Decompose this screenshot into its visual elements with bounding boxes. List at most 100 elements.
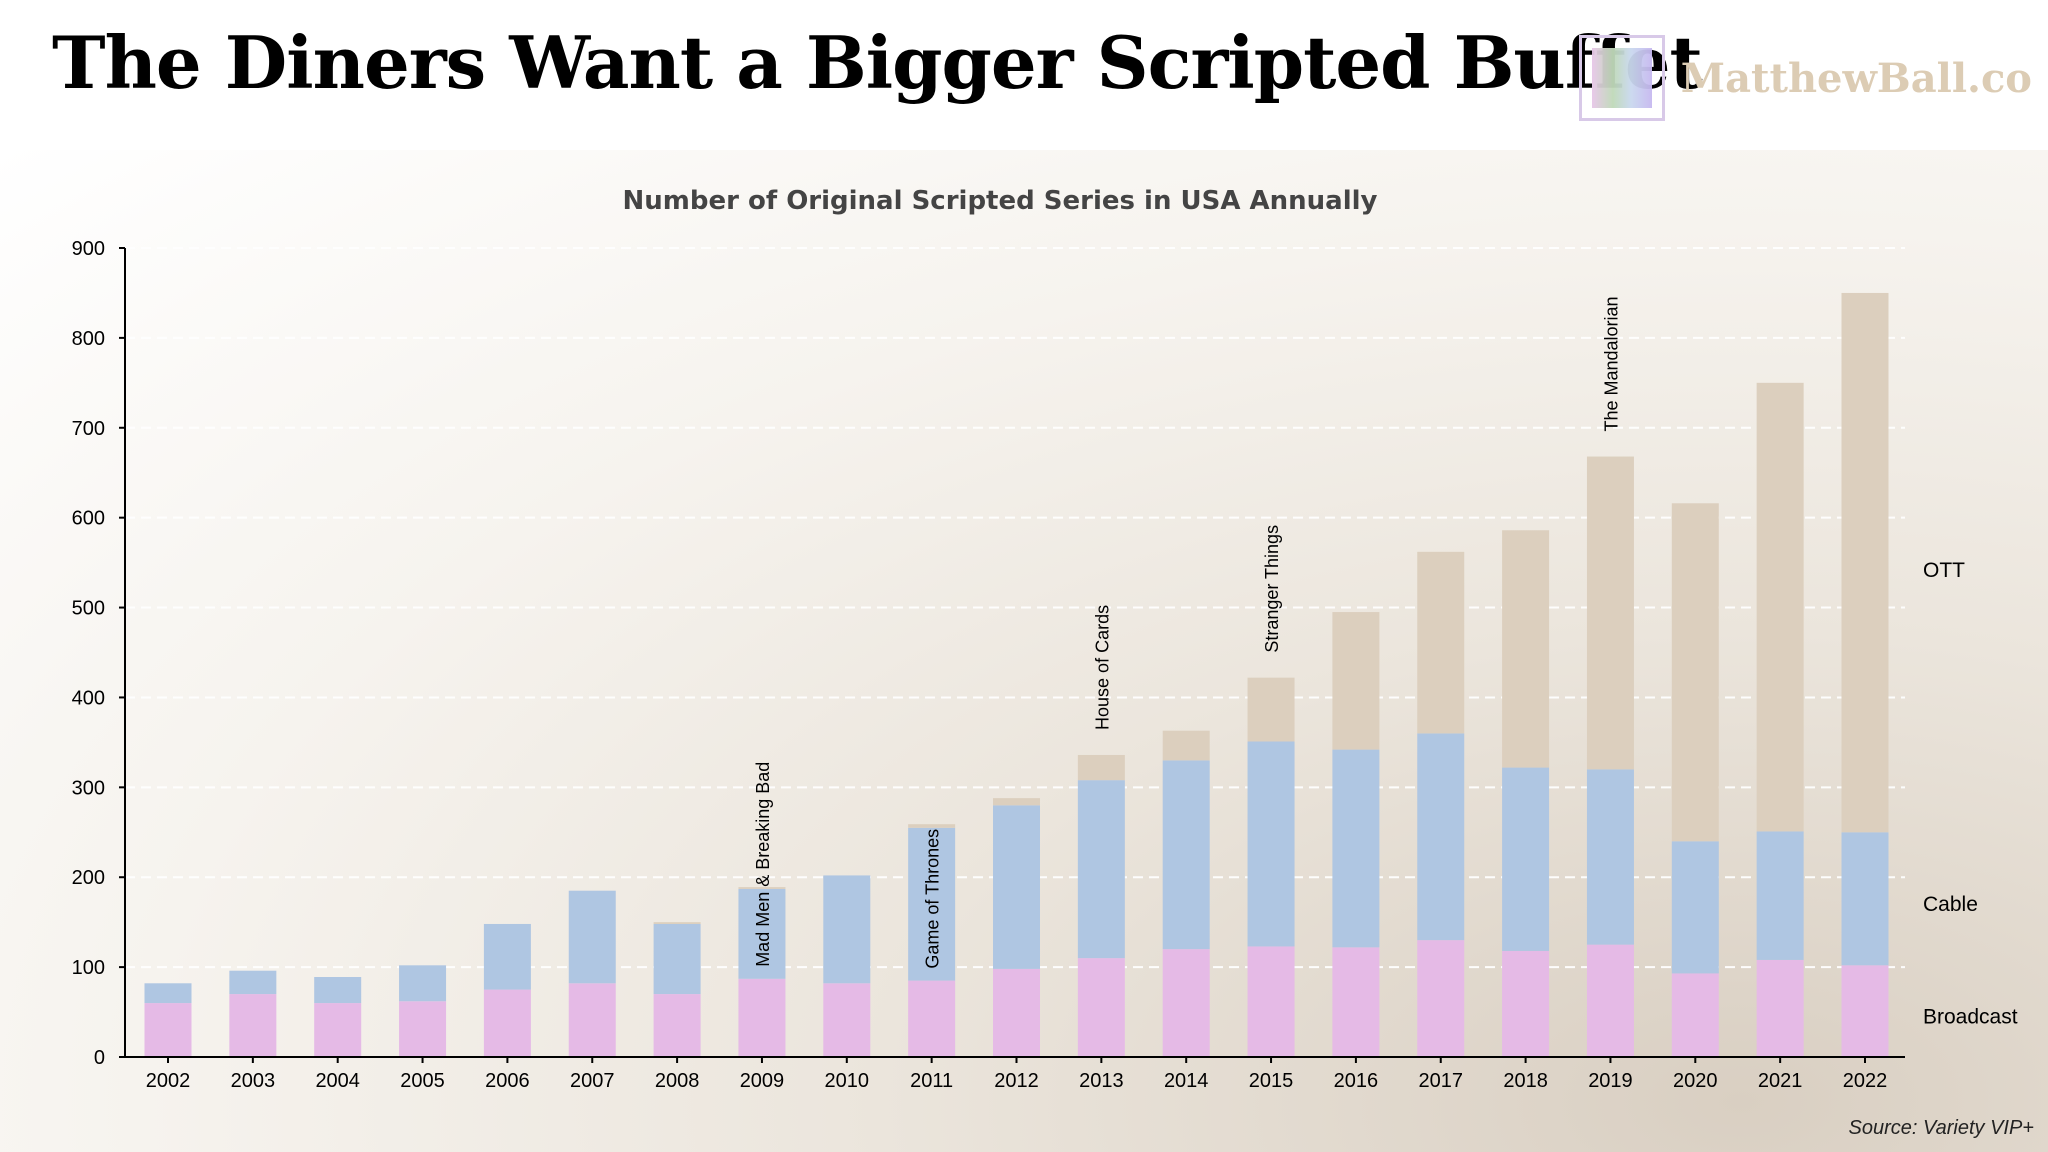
bar-ott-2009	[738, 887, 786, 889]
bar-ott-2012	[993, 798, 1040, 806]
annotation-label: House of Cards	[1092, 605, 1112, 730]
y-tick-label: 900	[72, 238, 105, 260]
bar-ott-2016	[1332, 612, 1380, 750]
x-tick-label: 2013	[1079, 1070, 1124, 1092]
y-tick-label: 500	[72, 598, 105, 620]
bar-cable-2017	[1417, 733, 1465, 941]
bar-broadcast-2010	[823, 983, 871, 1057]
x-tick-label: 2009	[740, 1070, 785, 1092]
bar-ott-2011	[908, 824, 956, 828]
x-tick-label: 2007	[570, 1070, 615, 1092]
x-tick-label: 2008	[655, 1070, 700, 1092]
bar-broadcast-2018	[1502, 950, 1550, 1057]
x-tick-label: 2022	[1843, 1070, 1888, 1092]
bar-broadcast-2014	[1162, 949, 1210, 1057]
x-tick-label: 2017	[1419, 1070, 1464, 1092]
bar-broadcast-2016	[1332, 947, 1380, 1057]
bar-ott-2022	[1841, 292, 1889, 833]
bar-cable-2003	[229, 970, 277, 995]
bar-ott-2008	[653, 922, 701, 924]
framed-gradient-square-logo-icon	[1578, 35, 1665, 121]
bar-broadcast-2017	[1417, 940, 1465, 1057]
bar-broadcast-2008	[653, 994, 701, 1057]
chart-title: Number of Original Scripted Series in US…	[622, 186, 1377, 216]
bar-ott-2014	[1162, 730, 1210, 761]
bar-cable-2021	[1756, 831, 1804, 960]
bar-broadcast-2002	[144, 1003, 192, 1057]
brand-name: MatthewBall.co	[1680, 54, 2032, 102]
bar-broadcast-2021	[1756, 959, 1804, 1057]
bar-cable-2004	[314, 976, 362, 1004]
bar-broadcast-2009	[738, 978, 786, 1057]
bar-cable-2011	[908, 827, 956, 981]
source-note: Source: Variety VIP+	[1848, 1117, 2034, 1139]
y-tick-label: 700	[72, 418, 105, 440]
legend-label-cable: Cable	[1923, 893, 1978, 916]
brand[interactable]: MatthewBall.co	[1578, 30, 2032, 126]
bar-cable-2015	[1247, 741, 1295, 947]
bar-cable-2010	[823, 875, 871, 984]
y-tick-label: 400	[72, 687, 105, 709]
x-tick-label: 2005	[400, 1070, 445, 1092]
bar-broadcast-2012	[993, 968, 1040, 1057]
axes: 0 100 200 300 400 500 600 700 800 900 2002 2003 2004…	[72, 238, 1905, 1092]
x-tick-label: 2003	[231, 1070, 276, 1092]
bar-broadcast-2019	[1586, 944, 1634, 1057]
bar-cable-2016	[1332, 749, 1380, 948]
annotation-label: The Mandalorian	[1601, 296, 1621, 431]
bar-cable-2006	[483, 923, 531, 990]
y-tick-label: 600	[72, 508, 105, 530]
y-tick-label: 800	[72, 328, 105, 350]
bar-cable-2008	[653, 923, 701, 995]
x-tick-label: 2014	[1164, 1070, 1209, 1092]
legend-label-broadcast: Broadcast	[1923, 1006, 2018, 1029]
legend: Broadcast Cable OTT	[1923, 559, 2018, 1029]
bar-ott-2019	[1586, 456, 1634, 770]
bar-broadcast-2022	[1841, 965, 1889, 1057]
bar-ott-2013	[1077, 754, 1125, 781]
bar-cable-2014	[1162, 760, 1210, 950]
bar-cable-2007	[568, 890, 616, 984]
x-tick-label: 2021	[1758, 1070, 1803, 1092]
bar-cable-2019	[1586, 769, 1634, 945]
bar-cable-2020	[1671, 841, 1719, 974]
bar-broadcast-2013	[1077, 958, 1125, 1057]
page-headline: The Diners Want a Bigger Scripted Buffet	[52, 20, 1703, 105]
bar-cable-2018	[1502, 767, 1550, 951]
bar-broadcast-2020	[1671, 973, 1719, 1057]
bar-cable-2002	[144, 983, 192, 1004]
y-tick-label: 200	[72, 867, 105, 889]
bar-broadcast-2005	[399, 1001, 447, 1057]
bar-ott-2020	[1671, 503, 1719, 842]
x-tick-label: 2002	[146, 1070, 191, 1092]
x-tick-label: 2010	[825, 1070, 870, 1092]
annotation-label: Game of Thrones	[923, 829, 943, 969]
y-tick-label: 300	[72, 777, 105, 799]
bar-broadcast-2003	[229, 994, 277, 1057]
x-tick-label: 2015	[1249, 1070, 1294, 1092]
y-tick-label: 100	[72, 957, 105, 979]
bar-cable-2005	[399, 965, 447, 1002]
x-tick-label: 2019	[1588, 1070, 1633, 1092]
bar-cable-2009	[738, 888, 786, 979]
legend-label-ott: OTT	[1923, 559, 1965, 582]
bar-ott-2017	[1417, 551, 1465, 734]
x-tick-label: 2012	[994, 1070, 1039, 1092]
x-tick-label: 2006	[485, 1070, 530, 1092]
x-tick-label: 2011	[910, 1070, 953, 1092]
annotation-label: Stranger Things	[1262, 525, 1282, 653]
bar-cable-2022	[1841, 832, 1889, 966]
bar-cable-2013	[1077, 780, 1125, 959]
annotation-label: Mad Men & Breaking Bad	[753, 762, 773, 967]
x-tick-label: 2004	[315, 1070, 360, 1092]
bar-broadcast-2004	[314, 1003, 362, 1057]
bar-broadcast-2007	[568, 983, 616, 1057]
bar-broadcast-2015	[1247, 946, 1295, 1057]
bar-ott-2018	[1502, 530, 1550, 768]
bar-ott-2015	[1247, 677, 1295, 742]
bar-broadcast-2006	[483, 989, 531, 1057]
x-tick-label: 2016	[1334, 1070, 1379, 1092]
bar-ott-2021	[1756, 382, 1804, 832]
y-tick-label: 0	[94, 1047, 105, 1069]
annotations: Mad Men & Breaking Bad Game of Thrones Hou…	[753, 296, 1621, 968]
